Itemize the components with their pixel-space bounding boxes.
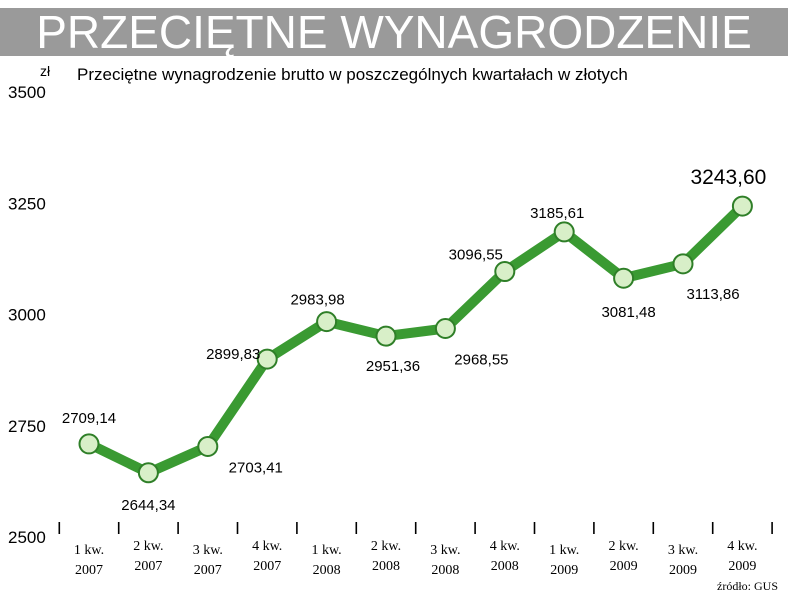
x-tick-label-year: 2008 <box>431 563 459 578</box>
source-note: źródło: GUS <box>717 579 778 593</box>
x-tick-label-quarter: 2 kw. <box>133 539 163 554</box>
data-point <box>672 253 694 275</box>
x-tick-label-quarter: 1 kw. <box>549 543 579 558</box>
data-label: 2644,34 <box>121 497 175 514</box>
data-label: 3096,55 <box>449 247 503 264</box>
series-points <box>78 195 753 484</box>
data-point <box>731 195 753 217</box>
y-tick-label: 3250 <box>8 194 46 213</box>
y-unit-label: zł <box>40 63 51 79</box>
x-tick-label-quarter: 2 kw. <box>608 539 638 554</box>
data-point <box>434 317 456 339</box>
data-point <box>613 267 635 289</box>
data-point <box>553 221 575 243</box>
x-tick-label-year: 2008 <box>491 559 519 574</box>
x-tick-label-quarter: 3 kw. <box>430 543 460 558</box>
x-tick-label-year: 2008 <box>313 563 341 578</box>
y-tick-label: 3500 <box>8 83 46 102</box>
data-point <box>137 462 159 484</box>
x-tick-label-quarter: 1 kw. <box>74 543 104 558</box>
data-point <box>256 348 278 370</box>
data-label: 3113,86 <box>686 286 739 303</box>
x-tick-label-quarter: 4 kw. <box>252 539 282 554</box>
x-tick-label-year: 2007 <box>75 563 103 578</box>
data-point <box>375 325 397 347</box>
data-label: 2899,83 <box>206 346 260 363</box>
data-label: 3081,48 <box>601 304 655 321</box>
y-tick-label: 2750 <box>8 417 46 436</box>
data-label: 2983,98 <box>290 292 344 309</box>
y-tick-label: 3000 <box>8 306 46 325</box>
x-axis: 1 kw. 2007 2 kw. 2007 3 kw. 2007 4 kw. 2007 1 kw… <box>58 522 773 578</box>
x-tick-label-quarter: 3 kw. <box>668 543 698 558</box>
x-tick-label-year: 2007 <box>134 559 162 574</box>
y-tick-label: 2500 <box>8 528 46 547</box>
x-tick-label-quarter: 1 kw. <box>311 543 341 558</box>
data-label: 3243,60 <box>690 166 766 189</box>
chart-subtitle: Przeciętne wynagrodzenie brutto w poszcz… <box>77 65 628 84</box>
data-label: 2709,14 <box>62 410 116 427</box>
data-labels: 2709,14 2644,34 2703,41 2899,83 2983,98 2951,… <box>62 166 766 514</box>
x-tick-label-year: 2007 <box>253 559 281 574</box>
x-tick-label-year: 2008 <box>372 559 400 574</box>
data-point <box>316 311 338 333</box>
x-tick-label-quarter: 3 kw. <box>193 543 223 558</box>
x-tick-label-quarter: 2 kw. <box>371 539 401 554</box>
x-tick-label-year: 2009 <box>669 563 697 578</box>
data-point <box>78 433 100 455</box>
data-label: 3185,61 <box>530 205 584 222</box>
y-axis-ticks: 2500 2750 3000 3250 3500 <box>8 83 46 547</box>
x-tick-label-year: 2009 <box>610 559 638 574</box>
data-label: 2951,36 <box>366 358 420 375</box>
x-tick-label-quarter: 4 kw. <box>727 539 757 554</box>
data-label: 2703,41 <box>229 459 283 476</box>
banner-title: PRZECIĘTNE WYNAGRODZENIE <box>0 8 788 56</box>
x-tick-label-year: 2009 <box>728 559 756 574</box>
x-tick-label-quarter: 4 kw. <box>490 539 520 554</box>
data-point <box>197 435 219 457</box>
data-point <box>494 261 516 283</box>
series-line <box>84 201 748 478</box>
data-label: 2968,55 <box>454 351 508 368</box>
x-tick-label-year: 2009 <box>550 563 578 578</box>
series-polyline <box>84 201 748 478</box>
x-tick-label-year: 2007 <box>194 563 222 578</box>
